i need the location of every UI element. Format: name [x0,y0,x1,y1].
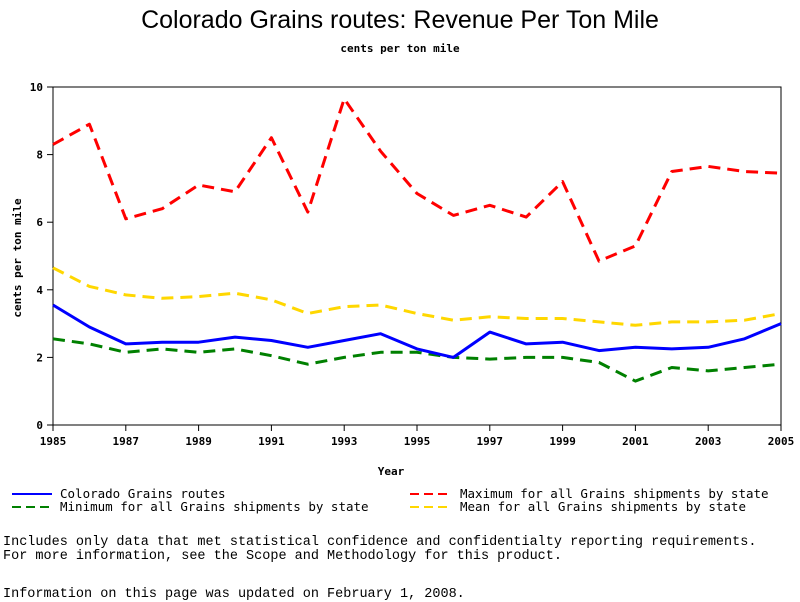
x-tick-label: 1991 [258,435,285,448]
series-line-3 [52,266,782,327]
footnote-updated: Information on this page was updated on … [3,587,465,602]
y-tick-label: 10 [30,81,43,94]
y-tick-label: 4 [36,284,43,297]
x-tick-label: 1987 [113,435,140,448]
legend-label-1: Maximum for all Grains shipments by stat… [460,486,769,501]
footnote-confidence: Includes only data that met statistical … [3,535,757,550]
y-tick-label: 0 [36,419,43,432]
legend-label-0: Colorado Grains routes [60,486,226,501]
x-tick-label: 1993 [331,435,358,448]
x-tick-label: 1985 [40,435,67,448]
legend-label-2: Minimum for all Grains shipments by stat… [60,499,369,514]
x-tick-label: 2001 [622,435,649,448]
chart-title: Colorado Grains routes: Revenue Per Ton … [141,6,659,34]
x-tick-label: 2005 [768,435,795,448]
x-tick-label: 1997 [477,435,504,448]
series-line-0 [52,303,782,359]
legend-label-3: Mean for all Grains shipments by state [460,499,746,514]
y-tick-label: 6 [36,216,43,229]
x-tick-label: 1989 [185,435,212,448]
x-tick-label: 1999 [549,435,576,448]
y-tick-label: 8 [36,149,43,162]
x-tick-label: 1995 [404,435,431,448]
y-tick-label: 2 [36,351,43,364]
series-line-2 [52,337,782,383]
y-axis-label: cents per ton mile [11,198,24,318]
plot-frame [52,86,782,426]
x-tick-label: 2003 [695,435,722,448]
footnote-methodology: For more information, see the Scope and … [3,549,562,564]
series-line-1 [52,97,782,263]
x-axis-label: Year [378,465,405,478]
chart-subtitle: cents per ton mile [340,42,460,55]
